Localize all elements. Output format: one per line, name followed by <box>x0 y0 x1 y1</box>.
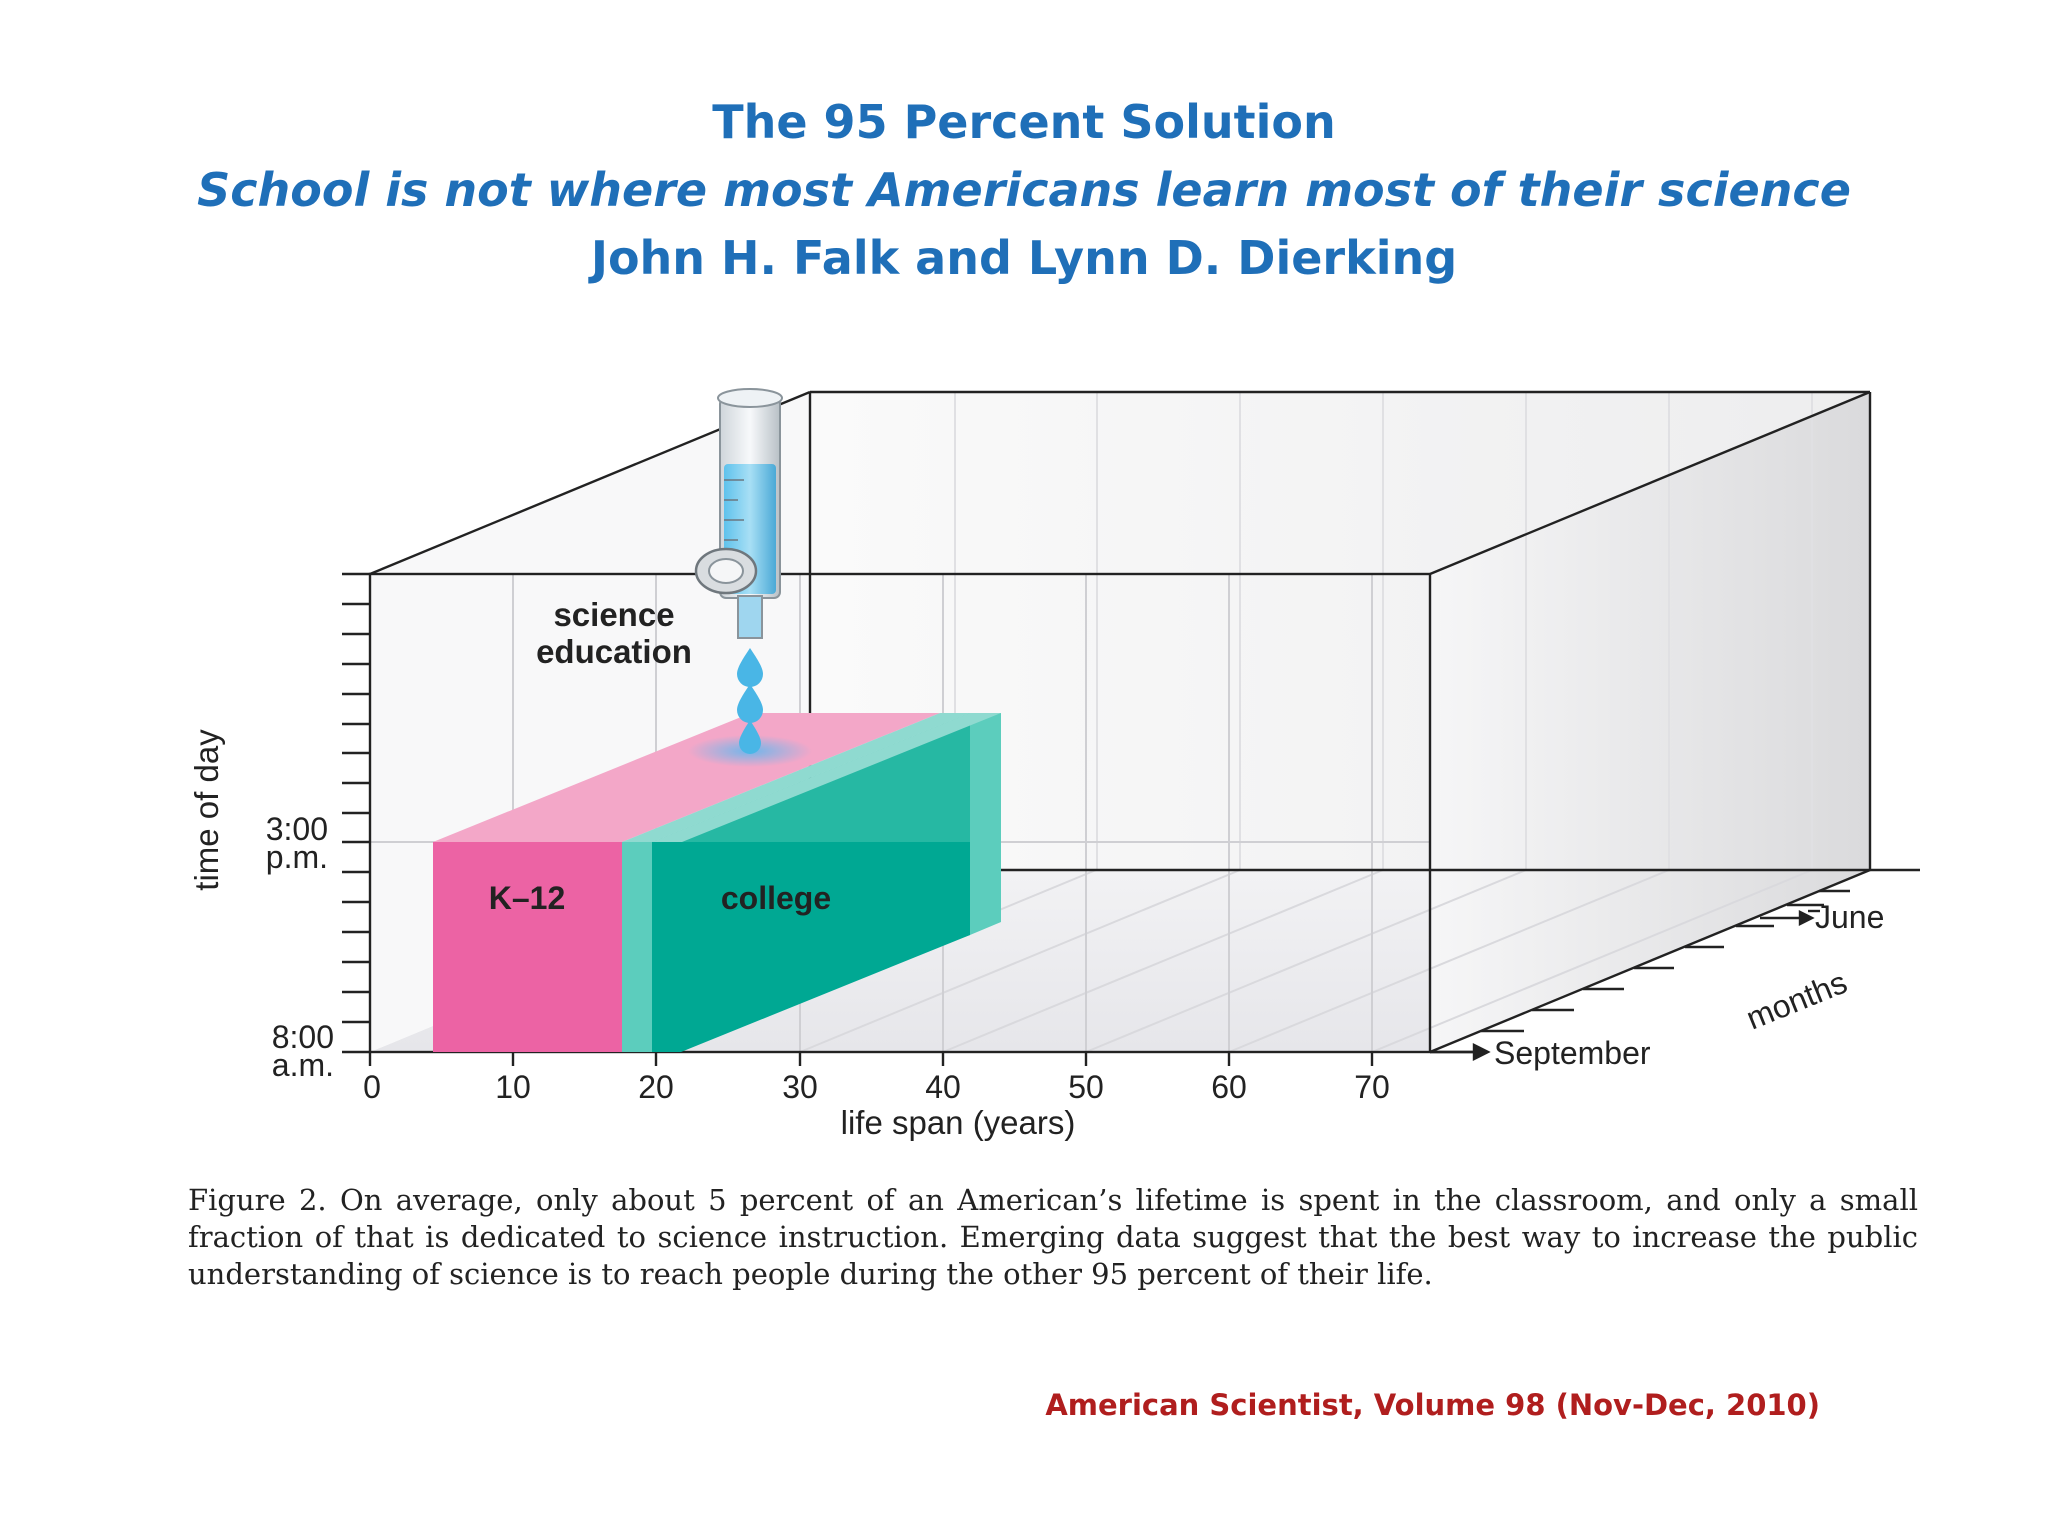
slide-subtitle: School is not where most Americans learn… <box>197 163 1851 217</box>
science-drops <box>737 648 763 754</box>
college-block-front-dark <box>652 842 970 1052</box>
k12-block-top <box>433 713 940 842</box>
x-tick-label: 0 <box>363 1069 381 1105</box>
y-tick-8am-period: a.m. <box>272 1047 334 1083</box>
source-citation: American Scientist, Volume 98 (Nov-Dec, … <box>1045 1388 1820 1422</box>
x-tick-label: 30 <box>782 1069 818 1105</box>
box-right-wall <box>1430 392 1870 1052</box>
k12-block-front <box>433 842 622 1052</box>
x-axis-label: life span (years) <box>841 1104 1076 1141</box>
x-tick-label: 10 <box>495 1069 531 1105</box>
y-axis-label: time of day <box>188 729 225 891</box>
z-axis-arrows <box>1430 910 1815 1061</box>
funnel-label-line2: education <box>536 633 692 670</box>
funnel-label-line1: science <box>553 596 674 633</box>
x-tick-label: 70 <box>1354 1069 1390 1105</box>
z-tick-june: June <box>1815 899 1884 935</box>
z-tick-september: September <box>1494 1035 1651 1071</box>
x-tick-label: 40 <box>925 1069 961 1105</box>
x-axis-ticks <box>368 1052 1374 1066</box>
science-burette-icon <box>694 388 783 639</box>
y-tick-3pm-time: 3:00 <box>266 811 328 847</box>
x-tick-label: 50 <box>1068 1069 1104 1105</box>
college-block-front <box>622 842 652 1052</box>
box-edges <box>368 390 1920 1054</box>
college-block-top-highlight <box>652 713 1001 842</box>
x-tick-label: 20 <box>638 1069 674 1105</box>
college-block-top <box>622 713 970 842</box>
figure-caption: Figure 2. On average, only about 5 perce… <box>188 1183 1918 1291</box>
k12-block-label: K–12 <box>489 880 566 916</box>
slide-title: The 95 Percent Solution <box>712 95 1336 149</box>
slide-header: The 95 Percent Solution School is not wh… <box>0 88 2048 292</box>
y-axis-ticks <box>342 572 370 1054</box>
y-tick-8am-time: 8:00 <box>272 1019 334 1055</box>
y-tick-3pm-period: p.m. <box>266 839 328 875</box>
x-tick-label: 60 <box>1211 1069 1247 1105</box>
college-block-label: college <box>721 880 831 916</box>
z-axis-ticks <box>1430 889 1850 1054</box>
college-block-side <box>970 713 1001 935</box>
slide-authors: John H. Falk and Lynn D. Dierking <box>590 231 1458 285</box>
z-axis-label: months <box>1741 964 1852 1037</box>
school-blocks <box>433 713 1001 1052</box>
